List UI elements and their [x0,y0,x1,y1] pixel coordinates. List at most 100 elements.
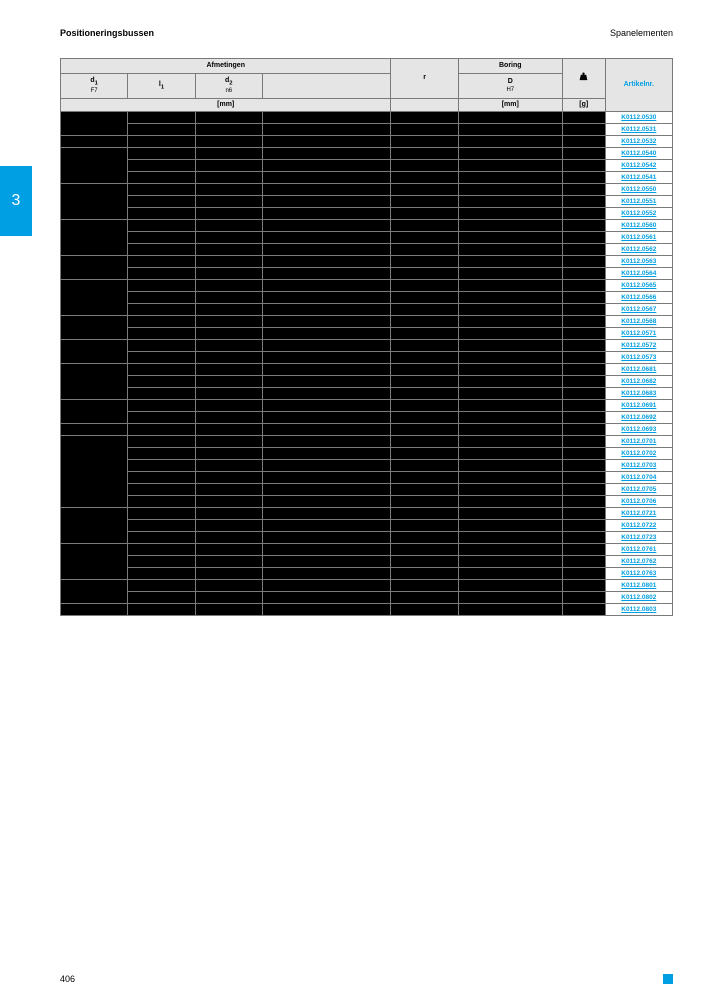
data-cell [128,604,195,616]
header-left: Positioneringsbussen [60,28,154,38]
data-cell [391,244,458,256]
data-cell [128,352,195,364]
data-cell [195,388,262,400]
article-link[interactable]: K0112.0802 [621,594,656,601]
article-cell: K0112.0803 [605,604,672,616]
data-cell [458,112,562,124]
data-cell [195,604,262,616]
data-cell [391,532,458,544]
article-link[interactable]: K0112.0565 [621,282,656,289]
data-cell [391,352,458,364]
data-cell [195,268,262,280]
data-cell [562,484,605,496]
article-link[interactable]: K0112.0801 [621,582,656,589]
article-cell: K0112.0722 [605,520,672,532]
article-link[interactable]: K0112.0704 [621,474,656,481]
article-cell: K0112.0705 [605,484,672,496]
table-row: K0112.0565 [61,280,673,292]
article-link[interactable]: K0112.0563 [621,258,656,265]
article-link[interactable]: K0112.0540 [621,150,656,157]
article-link[interactable]: K0112.0703 [621,462,656,469]
article-link[interactable]: K0112.0542 [621,162,656,169]
article-cell: K0112.0562 [605,244,672,256]
article-link[interactable]: K0112.0723 [621,534,656,541]
data-cell [562,376,605,388]
data-cell [195,532,262,544]
article-link[interactable]: K0112.0762 [621,558,656,565]
article-link[interactable]: K0112.0803 [621,606,656,613]
article-link[interactable]: K0112.0691 [621,402,656,409]
data-cell [458,448,562,460]
article-link[interactable]: K0112.0722 [621,522,656,529]
article-link[interactable]: K0112.0560 [621,222,656,229]
article-link[interactable]: K0112.0702 [621,450,656,457]
article-cell: K0112.0691 [605,400,672,412]
article-cell: K0112.0568 [605,316,672,328]
data-cell [391,328,458,340]
data-cell [458,292,562,304]
article-link[interactable]: K0112.0531 [621,126,656,133]
data-cell [391,256,458,268]
data-cell [391,220,458,232]
data-cell [128,280,195,292]
data-cell [562,460,605,472]
data-cell [458,172,562,184]
data-cell [195,292,262,304]
article-link[interactable]: K0112.0572 [621,342,656,349]
article-link[interactable]: K0112.0692 [621,414,656,421]
article-link[interactable]: K0112.0541 [621,174,656,181]
data-cell [391,268,458,280]
article-link[interactable]: K0112.0761 [621,546,656,553]
data-cell [262,568,391,580]
unit-mm-1: [mm] [61,98,391,111]
article-link[interactable]: K0112.0530 [621,114,656,121]
article-cell: K0112.0761 [605,544,672,556]
data-cell [458,328,562,340]
data-cell [128,220,195,232]
data-cell [262,244,391,256]
article-link[interactable]: K0112.0721 [621,510,656,517]
data-cell [458,436,562,448]
page-header: Positioneringsbussen Spanelementen [60,28,673,38]
article-link[interactable]: K0112.0706 [621,498,656,505]
article-link[interactable]: K0112.0683 [621,390,656,397]
article-link[interactable]: K0112.0562 [621,246,656,253]
article-link[interactable]: K0112.0552 [621,210,656,217]
article-link[interactable]: K0112.0550 [621,186,656,193]
data-cell [562,508,605,520]
table-row: K0112.0563 [61,256,673,268]
article-link[interactable]: K0112.0701 [621,438,656,445]
article-link[interactable]: K0112.0705 [621,486,656,493]
data-cell [262,376,391,388]
article-link[interactable]: K0112.0682 [621,378,656,385]
data-cell [458,472,562,484]
data-cell [262,364,391,376]
article-link[interactable]: K0112.0571 [621,330,656,337]
article-link[interactable]: K0112.0532 [621,138,656,145]
data-cell [262,532,391,544]
data-cell [458,184,562,196]
article-link[interactable]: K0112.0564 [621,270,656,277]
article-link[interactable]: K0112.0693 [621,426,656,433]
table-row: K0112.0552 [61,208,673,220]
table-row: K0112.0721 [61,508,673,520]
article-link[interactable]: K0112.0568 [621,318,656,325]
article-link[interactable]: K0112.0566 [621,294,656,301]
article-cell: K0112.0681 [605,364,672,376]
article-link[interactable]: K0112.0763 [621,570,656,577]
article-cell: K0112.0802 [605,592,672,604]
article-link[interactable]: K0112.0573 [621,354,656,361]
article-link[interactable]: K0112.0561 [621,234,656,241]
article-link[interactable]: K0112.0681 [621,366,656,373]
data-cell [128,292,195,304]
data-cell [458,136,562,148]
data-cell [262,172,391,184]
data-cell [562,388,605,400]
article-link[interactable]: K0112.0551 [621,198,656,205]
data-cell [128,472,195,484]
data-cell [195,496,262,508]
data-cell [262,256,391,268]
data-cell [458,388,562,400]
article-cell: K0112.0706 [605,496,672,508]
article-link[interactable]: K0112.0567 [621,306,656,313]
